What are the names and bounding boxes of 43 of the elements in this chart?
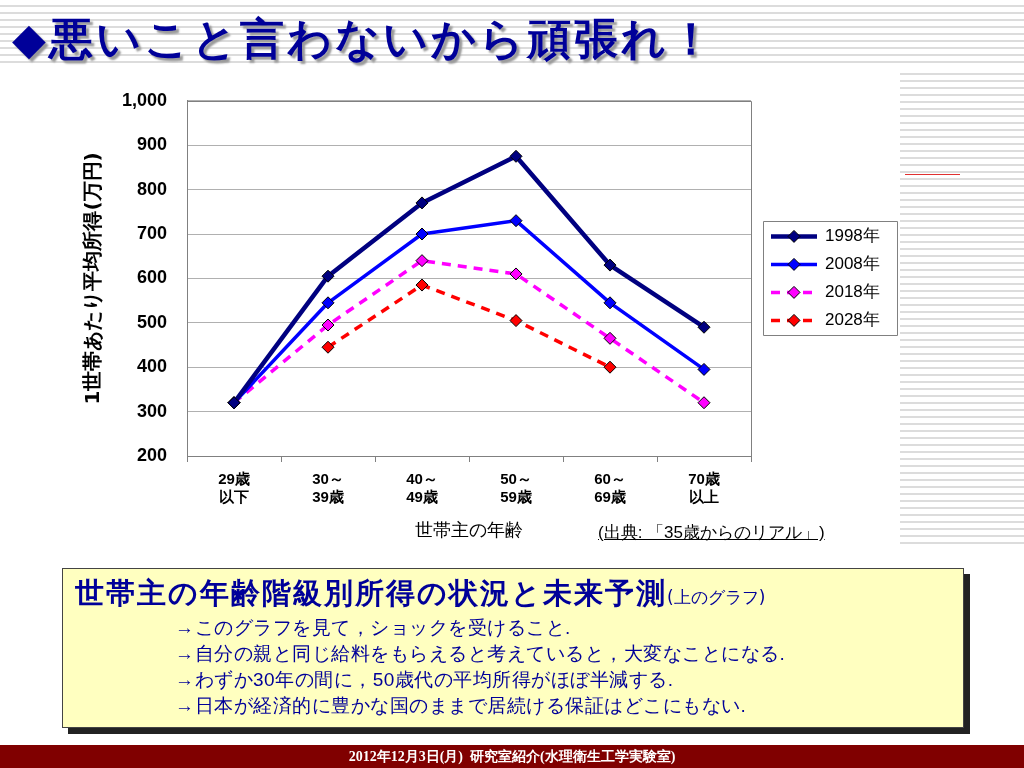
legend-label: 1998年 [825,226,880,246]
point [509,267,523,281]
x-tick-label: 70歳以上 [688,470,720,506]
point [321,318,335,332]
point [321,296,335,310]
y-tick-label: 300 [136,400,167,421]
x-tick-label: 30～39歳 [312,470,344,506]
chart-title: ◆悪いこと言わないから頑張れ！ [12,12,716,66]
point [509,214,523,228]
x-axis-title: 世帯主の年齢 [415,520,523,541]
point [603,296,617,310]
y-tick-label: 400 [136,356,167,377]
y-tick-label: 900 [136,134,167,155]
point [603,331,617,345]
x-tick-label: 29歳以下 [218,470,250,506]
point [603,360,617,374]
point [697,320,711,334]
y-tick-label: 500 [136,311,167,332]
point [415,278,429,292]
y-tick-label: 1,000 [121,89,167,110]
x-tick-label: 60～69歳 [594,470,626,506]
x-tick-label: 50～59歳 [500,470,532,506]
text: (出典: 「35歳からのリアル」) [598,522,825,544]
point [321,340,335,354]
y-tick-label: 700 [136,222,167,243]
footer-bar: 2012年12月3日(月) 研究室紹介(水理衛生工学実験室) [0,745,1024,768]
point [697,396,711,410]
point [415,196,429,210]
point [697,362,711,376]
legend-label: 2018年 [825,282,880,302]
legend-label: 2028年 [825,310,880,330]
y-tick-label: 600 [136,267,167,288]
point [509,149,523,163]
y-tick-label: 800 [136,178,167,199]
point [415,227,429,241]
y-tick-label: 200 [136,444,167,465]
point [603,258,617,272]
point [415,254,429,268]
x-tick-label: 40～49歳 [406,470,438,506]
point [509,314,523,328]
point [321,269,335,283]
y-axis-title: 1世帯あたり平均所得(万円) [80,152,105,405]
legend-label: 2008年 [825,254,880,274]
